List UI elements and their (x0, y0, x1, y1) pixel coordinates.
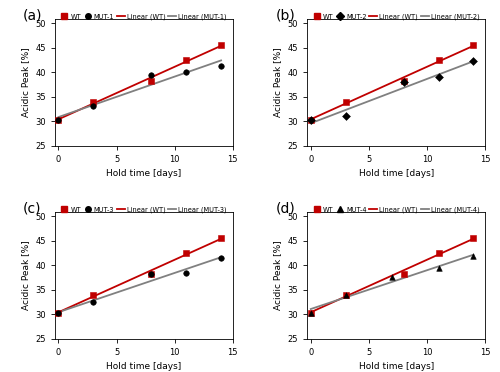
Text: (a): (a) (23, 9, 42, 22)
Point (148, 271, 156, 277)
Point (182, 57, 190, 63)
Legend: WT, MUT-1, Linear (WT), Linear (MUT-1): WT, MUT-1, Linear (WT), Linear (MUT-1) (58, 12, 229, 22)
Point (90, 292, 98, 298)
Point (400, 79, 407, 85)
Point (434, 265, 442, 271)
Text: (c): (c) (23, 201, 42, 215)
Point (54, 310, 62, 316)
Point (434, 74, 442, 80)
Point (217, 42, 225, 48)
Point (400, 270, 407, 276)
Point (342, 113, 349, 119)
Y-axis label: Acidic Peak [%]: Acidic Peak [%] (273, 47, 282, 117)
Point (470, 235, 478, 241)
Y-axis label: Acidic Peak [%]: Acidic Peak [%] (273, 240, 282, 310)
Point (54, 117, 62, 123)
Point (90, 99, 98, 105)
Point (307, 117, 315, 123)
X-axis label: Hold time [days]: Hold time [days] (358, 362, 434, 371)
Point (148, 78, 156, 84)
Point (307, 117, 315, 123)
Legend: WT, MUT-3, Linear (WT), Linear (MUT-3): WT, MUT-3, Linear (WT), Linear (MUT-3) (58, 205, 229, 215)
Point (182, 250, 190, 256)
Point (470, 253, 478, 259)
X-axis label: Hold time [days]: Hold time [days] (106, 362, 182, 371)
Point (148, 72, 156, 78)
Point (342, 292, 349, 298)
Point (434, 57, 442, 63)
Point (90, 299, 98, 305)
Point (434, 250, 442, 256)
Y-axis label: Acidic Peak [%]: Acidic Peak [%] (21, 47, 30, 117)
Point (217, 235, 225, 241)
Point (90, 103, 98, 109)
Point (217, 63, 225, 69)
Legend: WT, MUT-2, Linear (WT), Linear (MUT-2): WT, MUT-2, Linear (WT), Linear (MUT-2) (310, 12, 482, 22)
Legend: WT, MUT-4, Linear (WT), Linear (MUT-4): WT, MUT-4, Linear (WT), Linear (MUT-4) (310, 205, 482, 215)
Point (400, 78, 407, 84)
Point (148, 270, 156, 276)
Point (307, 310, 315, 316)
Point (54, 117, 62, 123)
Point (217, 255, 225, 261)
Point (470, 58, 478, 64)
Point (342, 292, 349, 298)
Point (388, 275, 396, 280)
Point (470, 42, 478, 48)
Point (182, 69, 190, 75)
X-axis label: Hold time [days]: Hold time [days] (106, 169, 182, 178)
Point (342, 99, 349, 105)
Point (307, 310, 315, 315)
Y-axis label: Acidic Peak [%]: Acidic Peak [%] (21, 240, 30, 310)
Text: (b): (b) (276, 9, 295, 22)
Point (182, 270, 190, 276)
Point (54, 310, 62, 315)
Text: (d): (d) (276, 201, 295, 215)
X-axis label: Hold time [days]: Hold time [days] (358, 169, 434, 178)
